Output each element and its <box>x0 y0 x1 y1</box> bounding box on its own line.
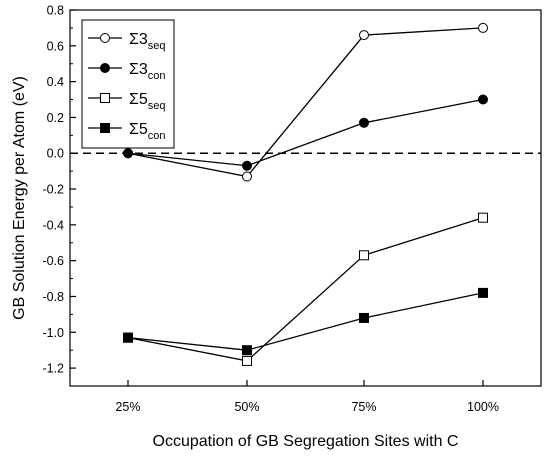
legend-label: Σ3con <box>129 61 166 82</box>
series-layer <box>123 22 488 366</box>
x-axis-title: Occupation of GB Segregation Sites with … <box>153 433 459 450</box>
data-point <box>478 287 488 298</box>
y-tick-label: -1.2 <box>42 362 64 376</box>
series-line <box>127 27 484 178</box>
y-tick-label: 0.6 <box>47 39 64 53</box>
series-Σ3-con <box>123 94 488 171</box>
series-line <box>127 217 484 362</box>
data-point <box>359 30 369 41</box>
data-point <box>100 123 110 133</box>
plot-frame <box>69 9 542 387</box>
y-tick-label: -1.0 <box>42 326 64 340</box>
data-point <box>359 312 369 323</box>
y-tick-label: -0.2 <box>42 183 64 197</box>
y-axis: 0.8 0.6 0.4 0.2 0.0 -0.2 -0.4 -0.6 -0.8 -1.0 -1.2 <box>42 4 76 376</box>
data-point <box>123 148 133 159</box>
legend-frame <box>81 19 175 149</box>
legend-label: Σ3seq <box>129 31 166 52</box>
y-tick-label: -0.4 <box>42 218 64 232</box>
data-point <box>100 93 110 103</box>
y-tick-label: 0.2 <box>47 111 64 125</box>
y-tick-label: 0.8 <box>47 4 64 18</box>
y-tick-label: 0.4 <box>47 75 64 89</box>
data-point <box>100 33 110 43</box>
data-point <box>242 345 252 356</box>
y-tick-label: -0.8 <box>42 290 64 304</box>
data-point <box>123 332 133 343</box>
series-line <box>127 292 484 351</box>
series-line <box>127 98 484 167</box>
legend: Σ3seq Σ3con Σ5seq Σ5con <box>81 19 175 149</box>
legend-item: Σ3seq <box>88 31 166 52</box>
data-point <box>242 160 252 171</box>
data-point <box>242 171 252 182</box>
data-point <box>478 212 488 223</box>
x-tick-label: 25% <box>115 400 140 414</box>
data-point <box>478 94 488 105</box>
legend-label: Σ5seq <box>129 91 166 112</box>
data-point <box>478 22 488 33</box>
y-axis-title: GB Solution Energy per Atom (eV) <box>11 76 28 320</box>
y-tick-label: 0.0 <box>47 147 64 161</box>
data-point <box>359 117 369 128</box>
legend-item: Σ3con <box>88 61 166 82</box>
data-point <box>242 355 252 366</box>
y-tick-label: -0.6 <box>42 254 64 268</box>
legend-label: Σ5con <box>129 121 166 142</box>
x-tick-label: 100% <box>467 400 499 414</box>
x-axis: 25% 50% 75% 100% <box>115 380 499 414</box>
x-tick-label: 50% <box>234 400 259 414</box>
legend-item: Σ5con <box>88 121 166 142</box>
data-point <box>359 250 369 261</box>
data-point <box>100 63 110 73</box>
series-Σ3-seq <box>123 22 488 182</box>
x-tick-label: 75% <box>351 400 376 414</box>
legend-item: Σ5seq <box>88 91 166 112</box>
series-Σ5-con <box>123 287 488 356</box>
